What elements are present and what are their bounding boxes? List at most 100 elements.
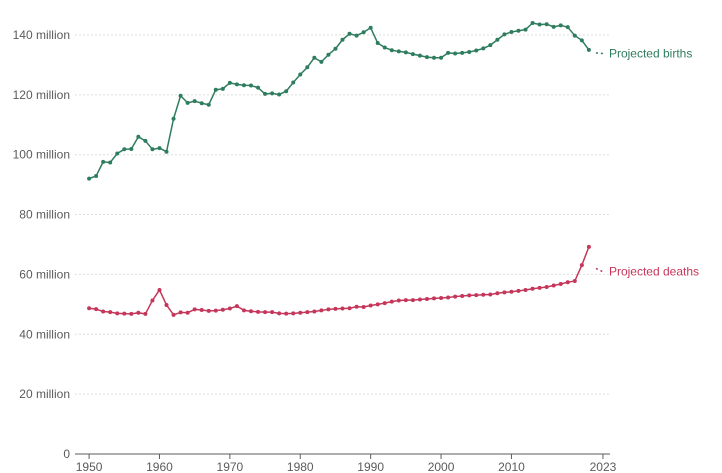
y-tick-label: 0 — [63, 447, 70, 461]
series-label-births: Projected births — [609, 47, 692, 61]
data-point — [178, 93, 183, 98]
data-point — [439, 55, 444, 60]
data-point — [326, 52, 331, 57]
data-point — [530, 286, 535, 291]
data-point — [537, 22, 542, 27]
data-point — [270, 310, 275, 315]
data-point — [248, 83, 253, 88]
data-point — [101, 309, 106, 314]
data-point — [94, 173, 99, 178]
y-tick-label: 80 million — [19, 208, 70, 222]
data-point — [439, 296, 444, 301]
data-point — [108, 160, 113, 165]
data-point — [495, 37, 500, 42]
data-point — [368, 25, 373, 30]
data-point — [375, 41, 380, 46]
data-point — [586, 244, 591, 249]
data-point — [481, 46, 486, 51]
data-point — [432, 296, 437, 301]
data-point — [460, 50, 465, 55]
data-point — [354, 304, 359, 309]
data-point — [150, 298, 155, 303]
x-tick-label: 1990 — [357, 460, 384, 473]
data-point — [122, 147, 127, 152]
data-point — [136, 134, 141, 139]
series-labels: Projected births Projected deaths — [609, 47, 699, 279]
data-point — [481, 292, 486, 297]
data-point — [326, 307, 331, 312]
data-point — [516, 28, 521, 33]
data-point — [375, 302, 380, 307]
data-point — [544, 22, 549, 27]
data-point — [192, 307, 197, 312]
data-point — [213, 308, 218, 313]
data-point — [291, 311, 296, 316]
data-point — [368, 303, 373, 308]
y-tick-label: 20 million — [19, 387, 70, 401]
data-point — [101, 159, 106, 164]
data-point — [333, 306, 338, 311]
data-point — [115, 151, 120, 156]
data-point — [565, 280, 570, 285]
data-point — [523, 287, 528, 292]
data-point — [94, 307, 99, 312]
data-point — [185, 310, 190, 315]
data-point — [453, 294, 458, 299]
data-point — [530, 20, 535, 25]
data-point — [164, 149, 169, 154]
data-point — [424, 296, 429, 301]
series-lines — [87, 20, 604, 317]
data-point — [396, 298, 401, 303]
data-point — [256, 85, 261, 90]
data-point — [354, 33, 359, 38]
data-point — [467, 50, 472, 55]
data-point — [256, 309, 261, 314]
data-point — [537, 285, 542, 290]
data-point — [263, 91, 268, 96]
data-point — [199, 101, 204, 106]
data-point — [340, 37, 345, 42]
data-point — [122, 311, 127, 316]
data-point — [241, 83, 246, 88]
y-tick-label: 40 million — [19, 327, 70, 341]
data-point — [213, 87, 218, 92]
data-point — [220, 86, 225, 91]
data-point — [509, 29, 514, 34]
data-point — [396, 49, 401, 54]
data-point — [523, 27, 528, 32]
x-tick-label: 1980 — [287, 460, 314, 473]
data-point — [220, 307, 225, 312]
data-point — [185, 100, 190, 105]
data-point — [382, 45, 387, 50]
data-point — [488, 292, 493, 297]
y-tick-label: 60 million — [19, 267, 70, 281]
data-point — [495, 291, 500, 296]
data-point — [263, 310, 268, 315]
data-point — [136, 310, 141, 315]
y-tick-label: 140 million — [13, 28, 70, 42]
data-point — [382, 301, 387, 306]
grid-lines — [75, 34, 610, 395]
data-point — [361, 30, 366, 35]
data-point — [551, 24, 556, 29]
data-point — [488, 43, 493, 48]
data-point — [432, 55, 437, 60]
x-tick-label: 1950 — [76, 460, 103, 473]
x-tick-label: 1960 — [146, 460, 173, 473]
data-point — [234, 304, 239, 309]
data-point — [446, 50, 451, 55]
data-point — [474, 48, 479, 53]
data-point — [305, 310, 310, 315]
data-point — [551, 283, 556, 288]
data-point — [347, 31, 352, 36]
data-point — [298, 310, 303, 315]
data-point — [277, 92, 282, 97]
data-point — [410, 298, 415, 303]
data-point — [87, 176, 92, 181]
data-point — [108, 310, 113, 315]
data-point — [417, 53, 422, 58]
data-point — [572, 33, 577, 38]
data-point — [389, 299, 394, 304]
data-point — [178, 310, 183, 315]
data-point — [361, 305, 366, 310]
